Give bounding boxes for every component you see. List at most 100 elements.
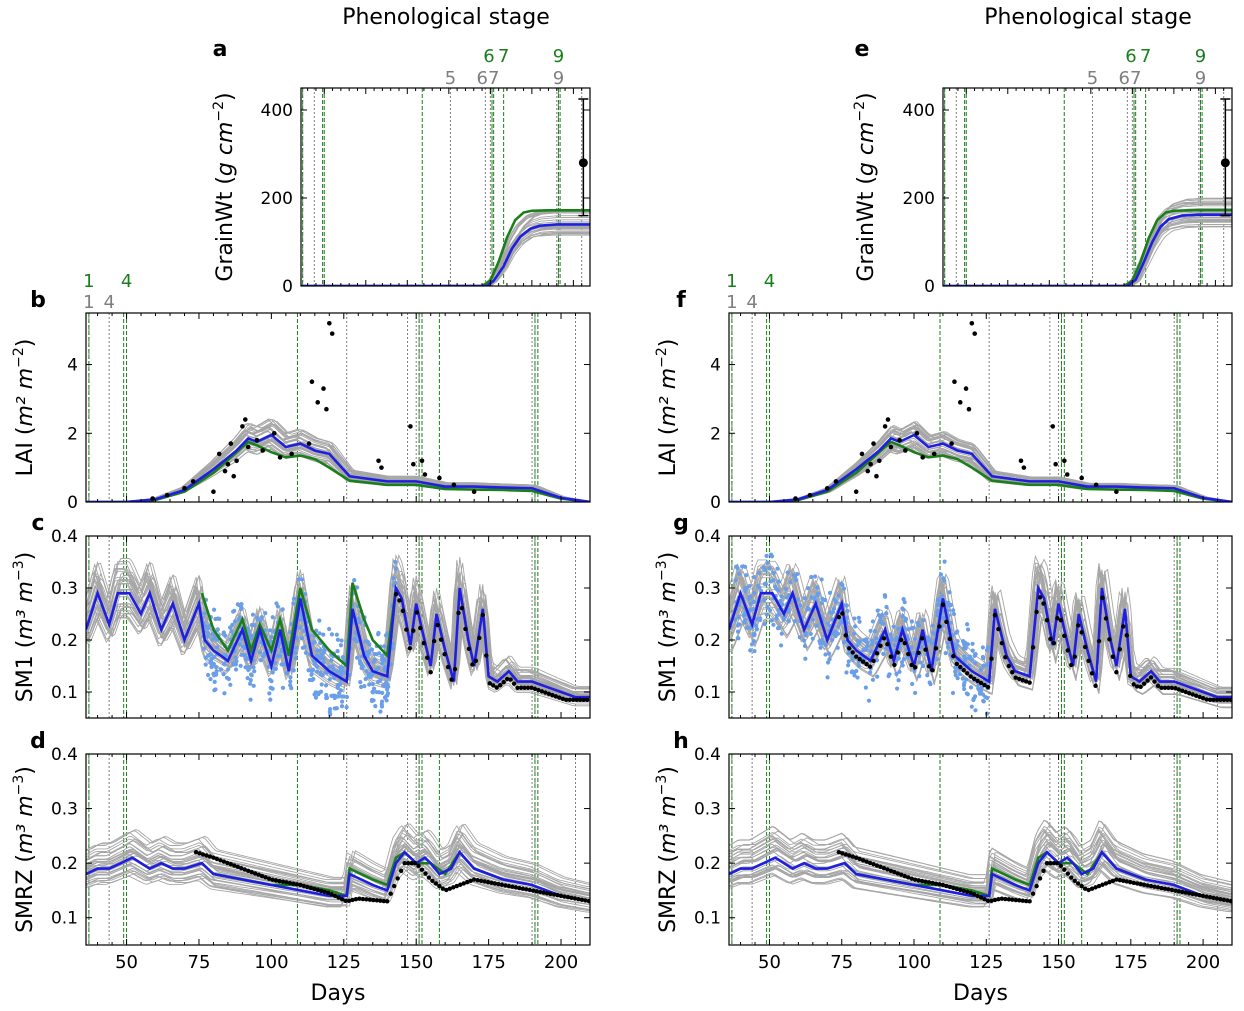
y-axis-label: SM1 (m³ m−3) [11, 552, 38, 702]
satellite-point [868, 628, 873, 634]
observed-point [892, 662, 897, 668]
satellite-point [243, 657, 249, 662]
observed-point [958, 664, 963, 670]
observed-point [193, 850, 199, 855]
observed-point [506, 883, 512, 889]
satellite-point [896, 678, 901, 683]
stage-label-gray: 67 [1119, 68, 1142, 89]
satellite-point [752, 648, 757, 654]
satellite-point [786, 618, 791, 623]
observed-point [1121, 878, 1126, 884]
y-label-main: GrainWt ( [854, 176, 879, 282]
observed-point [294, 882, 300, 887]
panel-letter-d: d [30, 729, 46, 754]
satellite-point [819, 601, 824, 606]
observed-point [565, 894, 571, 900]
stage-label-gray: 5 [1087, 68, 1098, 89]
observed-point [902, 873, 907, 879]
satellite-point [839, 581, 844, 586]
observed-point [881, 865, 887, 871]
satellite-point [810, 636, 815, 641]
satellite-point [874, 658, 880, 663]
observed-point [952, 379, 957, 385]
observed-point [966, 406, 972, 412]
satellite-point [900, 663, 905, 668]
satellite-point [825, 675, 830, 680]
ensemble-line [729, 819, 1232, 883]
satellite-point [901, 656, 907, 662]
satellite-point [239, 636, 244, 642]
observed-point [280, 879, 286, 884]
y-tick-label: 0.3 [694, 579, 721, 599]
observed-point [553, 694, 559, 699]
observed-point [511, 681, 517, 686]
stage-label-green: 4 [764, 271, 775, 292]
axes-frame [85, 312, 591, 503]
satellite-point [754, 616, 759, 622]
observed-point [1187, 891, 1192, 896]
observed-point [919, 878, 925, 884]
observed-point [1211, 697, 1216, 702]
satellite-point [778, 643, 784, 648]
ensemble-line [301, 228, 590, 286]
observed-point [567, 697, 572, 702]
ensemble-line [86, 823, 590, 884]
ensemble-line [943, 219, 1232, 286]
series-green [301, 209, 590, 286]
satellite-point [968, 685, 974, 690]
y-label-close: ) [854, 92, 879, 101]
observed-point [847, 646, 852, 651]
satellite-point [328, 712, 333, 717]
axes-frame [300, 87, 591, 287]
satellite-point [327, 665, 332, 670]
satellite-point [258, 650, 263, 655]
satellite-point [863, 647, 869, 652]
satellite-point [362, 684, 367, 689]
observed-point [954, 661, 959, 667]
satellite-point [823, 642, 828, 647]
satellite-point [355, 585, 360, 590]
satellite-point [214, 669, 219, 674]
satellite-point [875, 608, 880, 613]
y-label-main: LAI ( [656, 427, 681, 477]
satellite-point [884, 611, 889, 616]
satellite-point [855, 675, 860, 680]
observed-point [291, 881, 296, 886]
observed-point [381, 898, 386, 904]
observed-point [961, 667, 966, 673]
satellite-point [897, 669, 902, 674]
axes-frame [728, 753, 1233, 946]
observed-point [491, 683, 496, 688]
observed-point [1128, 673, 1133, 679]
satellite-point [344, 694, 350, 700]
satellite-point [288, 675, 293, 680]
ensemble-line [301, 221, 590, 286]
observed-point [360, 896, 366, 902]
observed-point [1218, 697, 1223, 702]
satellite-point [210, 637, 215, 642]
observed-point [309, 379, 315, 385]
satellite-point [953, 672, 958, 678]
x-axis-label: Days [311, 981, 366, 1006]
satellite-point [393, 566, 398, 571]
x-tick-label: 200 [1186, 952, 1220, 973]
satellite-point [820, 596, 825, 601]
observed-point [231, 473, 237, 479]
satellite-point [814, 623, 819, 628]
observed-point [534, 889, 539, 894]
observed-point [407, 646, 413, 651]
satellite-point [856, 663, 861, 668]
satellite-point [881, 621, 886, 626]
satellite-point [336, 683, 341, 688]
observed-point [1114, 670, 1119, 675]
satellite-point [937, 596, 942, 601]
satellite-point [315, 648, 320, 653]
y-label-exponent: −2 [211, 101, 227, 122]
ensemble-line [943, 211, 1232, 286]
satellite-point [977, 691, 983, 696]
observed-point [440, 886, 446, 891]
satellite-point [970, 648, 975, 653]
observed-point [583, 898, 588, 903]
observed-point [843, 852, 848, 857]
satellite-point [269, 634, 274, 640]
